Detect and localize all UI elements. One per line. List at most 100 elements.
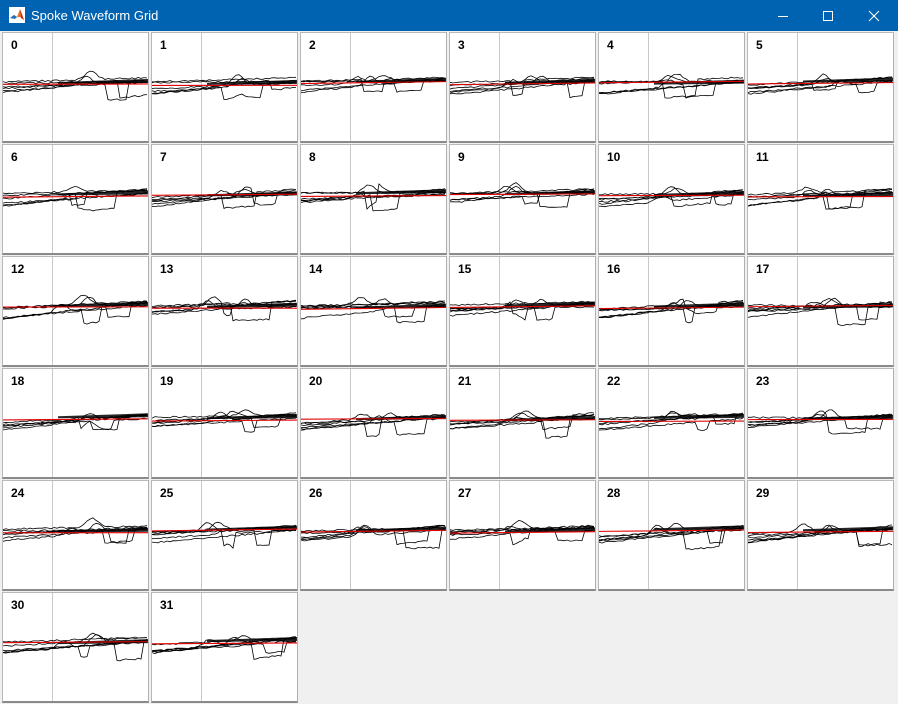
waveform-trace [152, 189, 297, 202]
waveform-panel: 4 [598, 32, 745, 143]
waveform-bundle [207, 414, 297, 420]
waveform-plot [152, 33, 297, 141]
waveform-plot [450, 481, 595, 589]
waveform-trace [450, 529, 595, 542]
waveform-trace [301, 418, 445, 436]
waveform-plot [3, 369, 148, 477]
mean-line [152, 528, 297, 532]
waveform-panel: 13 [151, 256, 298, 367]
waveform-bundle [654, 525, 744, 531]
waveform-bundle [207, 79, 297, 85]
waveform-panel: 29 [747, 480, 894, 591]
mean-line [3, 641, 148, 644]
waveform-panel: 0 [2, 32, 149, 143]
waveform-bundle [803, 526, 893, 532]
title-bar[interactable]: Spoke Waveform Grid [0, 0, 898, 31]
waveform-trace [301, 526, 446, 542]
mean-line [450, 305, 595, 309]
waveform-plot [748, 369, 893, 477]
waveform-trace [748, 301, 893, 321]
mean-line [3, 418, 148, 421]
waveform-panel: 27 [449, 480, 596, 591]
panel-label: 15 [458, 262, 472, 276]
mean-line [748, 82, 893, 85]
waveform-bundle [207, 302, 297, 308]
panel-label: 14 [309, 262, 323, 276]
waveform-panel: 22 [598, 368, 745, 479]
panel-label: 6 [11, 150, 18, 164]
waveform-trace [450, 410, 595, 423]
waveform-bundle [207, 637, 297, 643]
waveform-bundle [58, 78, 148, 84]
waveform-bundle [505, 78, 595, 84]
mean-line [450, 531, 595, 534]
waveform-trace [450, 80, 595, 95]
panel-label: 23 [756, 374, 770, 388]
panel-label: 19 [160, 374, 174, 388]
close-button[interactable] [851, 0, 897, 31]
waveform-bundle [803, 414, 893, 420]
maximize-button[interactable] [805, 0, 851, 31]
panel-label: 20 [309, 374, 323, 388]
waveform-trace [748, 297, 893, 310]
waveform-plot [301, 33, 446, 141]
close-icon [868, 10, 880, 21]
waveform-trace [152, 641, 297, 654]
waveform-trace [152, 188, 297, 209]
waveform-panel: 23 [747, 368, 894, 479]
waveform-plot [450, 33, 595, 141]
panel-label: 0 [11, 38, 18, 52]
mean-line [301, 195, 446, 197]
waveform-trace [152, 300, 297, 309]
waveform-panel: 14 [300, 256, 447, 367]
waveform-trace [152, 410, 297, 424]
waveform-plot [450, 145, 595, 253]
waveform-trace [450, 527, 595, 531]
panel-label: 31 [160, 598, 174, 612]
panel-label: 26 [309, 486, 323, 500]
waveform-bundle [356, 189, 446, 195]
mean-line [3, 195, 148, 198]
waveform-trace [599, 187, 744, 206]
waveform-plot [599, 481, 744, 589]
waveform-bundle [505, 301, 595, 307]
waveform-trace [301, 75, 446, 94]
waveform-plot [748, 481, 893, 589]
window-title: Spoke Waveform Grid [31, 8, 159, 23]
waveform-trace [3, 641, 147, 662]
panel-label: 13 [160, 262, 174, 276]
waveform-panel: 1 [151, 32, 298, 143]
panel-label: 2 [309, 38, 316, 52]
waveform-trace [599, 298, 744, 315]
waveform-plot [3, 145, 148, 253]
waveform-panel: 7 [151, 144, 298, 255]
panel-label: 10 [607, 150, 621, 164]
mean-line [599, 80, 744, 84]
panel-label: 27 [458, 486, 472, 500]
minimize-icon [778, 15, 788, 17]
waveform-plot [748, 257, 893, 365]
waveform-trace [599, 417, 744, 431]
waveform-trace [3, 193, 148, 204]
waveform-trace [450, 76, 595, 96]
waveform-bundle [505, 527, 595, 533]
panel-label: 18 [11, 374, 25, 388]
minimize-button[interactable] [760, 0, 806, 31]
waveform-bundle [58, 527, 148, 533]
waveform-bundle [58, 413, 148, 419]
waveform-trace [450, 75, 595, 99]
waveform-trace [152, 640, 297, 652]
waveform-plot [450, 369, 595, 477]
waveform-trace [3, 632, 147, 647]
waveform-trace [748, 530, 893, 547]
waveform-bundle [58, 190, 148, 196]
mean-line [748, 530, 893, 534]
waveform-plot [152, 257, 297, 365]
panel-label: 7 [160, 150, 167, 164]
waveform-trace [301, 300, 446, 307]
waveform-trace [3, 70, 148, 84]
panel-label: 8 [309, 150, 316, 164]
panel-label: 5 [756, 38, 763, 52]
waveform-plot [301, 145, 446, 253]
